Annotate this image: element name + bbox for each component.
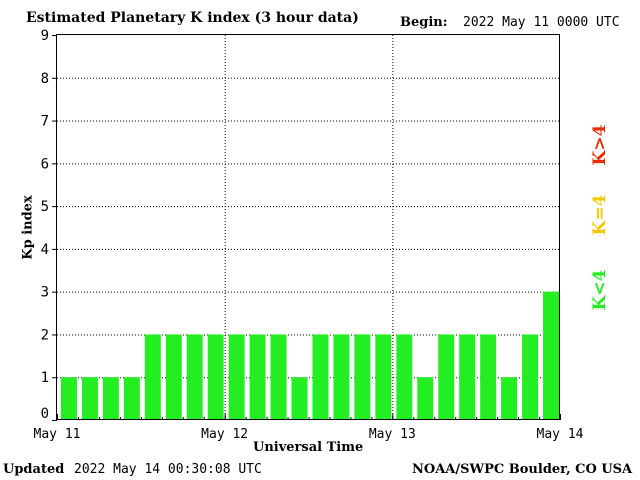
kp-bar — [123, 377, 140, 420]
kp-bar — [396, 334, 413, 420]
kp-bar — [459, 334, 476, 420]
x-tick-label: May 14 — [537, 427, 584, 442]
kp-bar — [522, 334, 539, 420]
y-tick-label: 0 — [41, 406, 49, 422]
kp-bar — [291, 377, 308, 420]
plot-frame — [56, 34, 560, 420]
kp-bar — [207, 334, 224, 420]
x-tick-label: May 11 — [34, 427, 81, 442]
grid-lines — [57, 35, 560, 420]
credit-text: NOAA/SWPC Boulder, CO USA — [412, 462, 633, 477]
y-tick-label: 9 — [41, 28, 49, 44]
y-tick-label: 5 — [41, 199, 49, 215]
y-axis-label: Kp index — [20, 195, 36, 260]
y-tick-label: 7 — [41, 114, 49, 130]
kp-bar — [501, 377, 518, 420]
legend-k-below-4: K<4 — [590, 269, 610, 311]
kp-bar — [228, 334, 245, 420]
legend-k-above-4: K>4 — [590, 124, 610, 166]
y-tick-label: 1 — [41, 370, 49, 386]
y-tick-label: 3 — [41, 285, 49, 301]
kp-bar — [249, 334, 266, 420]
updated-label: Updated — [3, 462, 65, 477]
kp-bar — [186, 334, 203, 420]
begin-label: Begin: — [400, 15, 448, 30]
kp-bar — [165, 334, 182, 420]
y-tick-label: 8 — [41, 71, 49, 87]
kp-bar — [543, 291, 559, 420]
kp-bar — [417, 377, 434, 420]
kp-bar — [144, 334, 161, 420]
x-axis-label: Universal Time — [253, 440, 364, 455]
kp-bar — [81, 377, 98, 420]
kp-bar — [375, 334, 392, 420]
y-tick-label: 6 — [41, 156, 49, 172]
bars — [61, 291, 559, 420]
begin-date: 2022 May 11 0000 UTC — [463, 15, 620, 30]
kp-bar — [102, 377, 119, 420]
chart-title: Estimated Planetary K index (3 hour data… — [26, 10, 359, 26]
kp-bar — [438, 334, 455, 420]
legend-k-equal-4: K=4 — [590, 194, 610, 236]
updated-time: 2022 May 14 00:30:08 UTC — [74, 462, 262, 477]
axis-ticks: 0 1 2 3 4 5 6 7 8 9 May 11 May 12 May 13 May 14 — [34, 28, 584, 442]
y-tick-label: 2 — [41, 327, 49, 343]
kp-bar — [61, 377, 77, 420]
kp-bar — [354, 334, 371, 420]
x-tick-label: May 12 — [201, 427, 248, 442]
x-tick-label: May 13 — [369, 427, 416, 442]
kp-bar — [270, 334, 287, 420]
y-tick-label: 4 — [41, 242, 49, 258]
kp-bar — [312, 334, 329, 420]
kp-bar — [480, 334, 497, 420]
kp-bar — [333, 334, 350, 420]
